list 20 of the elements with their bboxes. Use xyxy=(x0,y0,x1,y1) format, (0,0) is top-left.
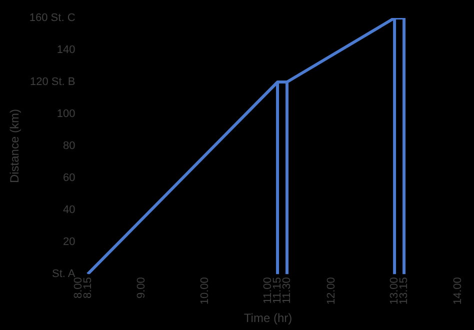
y-axis-title: Distance (km) xyxy=(8,109,22,184)
y-tick-label: 40 xyxy=(63,204,76,216)
y-tick-label: 160 St. C xyxy=(29,12,76,24)
x-tick-label: 12.00 xyxy=(325,277,338,305)
x-tick-label: 11.15 xyxy=(272,277,284,304)
y-tick-label: 140 xyxy=(56,44,76,56)
y-tick-label: 60 xyxy=(63,172,76,184)
x-tick-label: 11.00 xyxy=(262,277,274,304)
y-tick-label: 20 xyxy=(63,236,76,248)
x-tick-label: 10.00 xyxy=(198,277,211,305)
y-tick-label: 80 xyxy=(63,140,76,152)
x-tick-label: 14.00 xyxy=(452,277,464,305)
x-tick-label: 9.00 xyxy=(136,277,148,298)
x-tick-label: 13.15 xyxy=(398,277,410,305)
y-tick-label: 100 xyxy=(56,108,76,120)
x-tick-label: 13.00 xyxy=(388,277,401,305)
x-axis-title: Time (hr) xyxy=(244,311,292,326)
x-tick-label: 8.15 xyxy=(82,277,94,298)
y-tick-label: 120 St. B xyxy=(30,76,76,88)
x-tick-label: 11.30 xyxy=(281,277,294,304)
